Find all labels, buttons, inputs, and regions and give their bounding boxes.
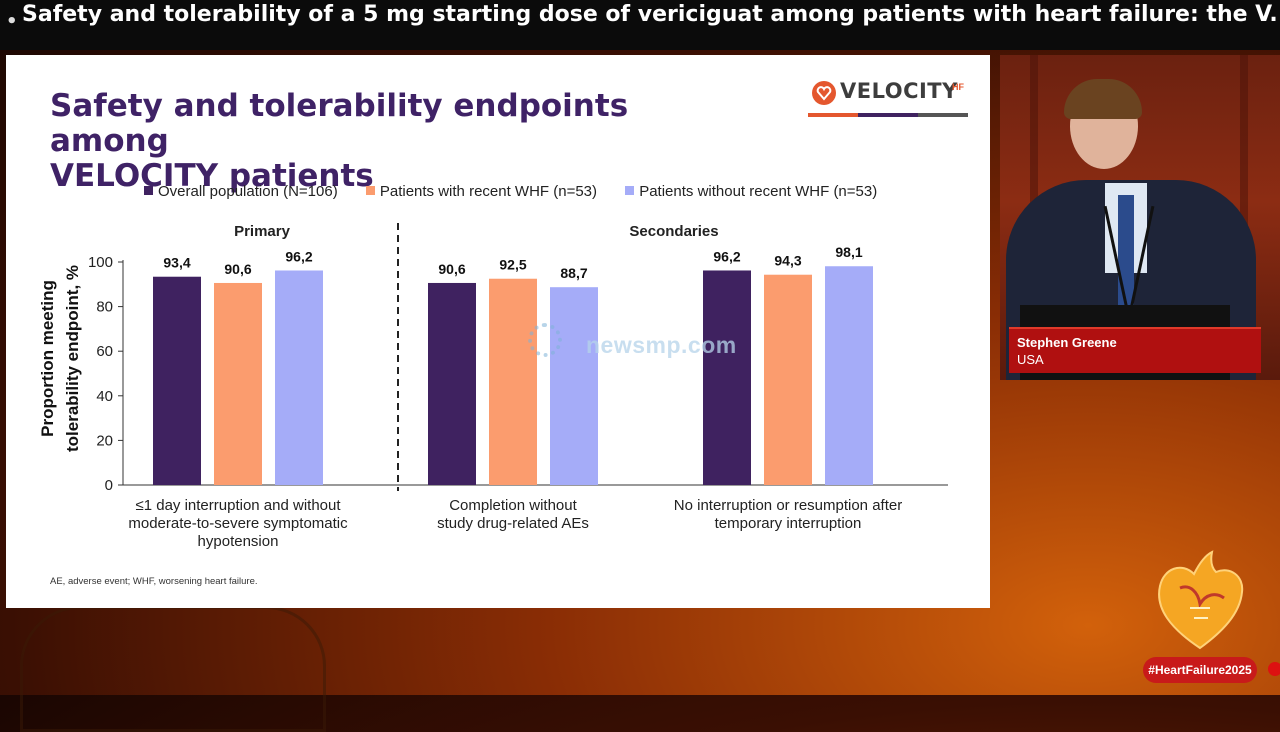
category-label: No interruption or resumption after bbox=[674, 497, 902, 514]
legend-item-without-whf: Patients without recent WHF (n=53) bbox=[625, 183, 877, 200]
watermark-text: newsmp.com bbox=[586, 332, 737, 358]
velocity-hf-logo: VELOCITY HF bbox=[808, 79, 968, 119]
bar-data-label: 92,5 bbox=[499, 257, 526, 273]
legend-label-recent-whf: Patients with recent WHF (n=53) bbox=[379, 183, 598, 200]
bar-data-label: 98,1 bbox=[835, 244, 862, 260]
logo-bar-grey bbox=[918, 113, 968, 117]
bar-data-label: 94,3 bbox=[774, 253, 801, 269]
bar-overall bbox=[703, 270, 751, 485]
nav-dot-icon[interactable] bbox=[1268, 662, 1280, 676]
speaker-hair bbox=[1064, 79, 1142, 119]
legend-label-without-whf: Patients without recent WHF (n=53) bbox=[639, 183, 878, 200]
slide-title-line-2: VELOCITY patients bbox=[50, 158, 374, 194]
bar-data-label: 88,7 bbox=[560, 265, 587, 281]
y-tick-label: 20 bbox=[96, 432, 113, 449]
velocity-heart-icon bbox=[812, 81, 836, 105]
logo-superscript: HF bbox=[952, 82, 964, 92]
y-tick-label: 60 bbox=[96, 343, 113, 360]
chart-legend: Overall population (N=106) Patients with… bbox=[144, 183, 901, 200]
watermark-logo-icon bbox=[528, 323, 562, 357]
y-axis-label-line-1: Proportion meeting bbox=[38, 280, 57, 437]
y-tick-label: 80 bbox=[96, 299, 113, 316]
category-label: moderate-to-severe symptomatic bbox=[128, 515, 348, 532]
legend-swatch-recent-whf bbox=[365, 186, 375, 195]
bar-without-whf bbox=[550, 287, 598, 485]
slide-title-line-1: Safety and tolerability endpoints among bbox=[50, 88, 629, 159]
bar-without-whf bbox=[275, 270, 323, 485]
bar-data-label: 90,6 bbox=[438, 261, 465, 277]
slide-title: Safety and tolerability endpoints among … bbox=[50, 89, 750, 194]
presentation-slide: Safety and tolerability endpoints among … bbox=[6, 55, 990, 608]
bar-without-whf bbox=[825, 266, 873, 485]
category-label: temporary interruption bbox=[715, 515, 862, 532]
background-heart-decoration bbox=[20, 606, 326, 732]
category-label: hypotension bbox=[198, 533, 279, 550]
bar-data-label: 96,2 bbox=[713, 248, 740, 264]
y-tick-label: 100 bbox=[88, 254, 113, 271]
legend-swatch-without-whf bbox=[625, 186, 635, 195]
bar-data-label: 90,6 bbox=[224, 261, 251, 277]
event-hashtag: #HeartFailure2025 bbox=[1143, 657, 1257, 683]
watermark: newsmp.com bbox=[528, 323, 748, 363]
y-tick-label: 40 bbox=[96, 388, 113, 405]
heart-failure-congress-logo-icon bbox=[1158, 550, 1244, 650]
bar-data-label: 96,2 bbox=[285, 248, 312, 264]
bar-recent-whf bbox=[489, 278, 537, 485]
bar-recent-whf bbox=[214, 282, 262, 485]
logo-text: VELOCITY bbox=[840, 79, 958, 103]
bar-data-label: 93,4 bbox=[163, 255, 190, 271]
bar-overall bbox=[153, 276, 201, 485]
category-label: ≤1 day interruption and without bbox=[135, 497, 341, 514]
section-label-primary: Primary bbox=[234, 223, 291, 240]
speaker-tie bbox=[1118, 195, 1134, 305]
speaker-country: USA bbox=[1017, 352, 1044, 367]
video-title: Safety and tolerability of a 5 mg starti… bbox=[22, 2, 1280, 27]
y-axis-label-line-2: tolerability endpoint, % bbox=[63, 265, 82, 452]
legend-item-recent-whf: Patients with recent WHF (n=53) bbox=[365, 183, 598, 200]
video-title-banner: • Safety and tolerability of a 5 mg star… bbox=[0, 0, 1280, 50]
bar-overall bbox=[428, 282, 476, 485]
section-label-secondaries: Secondaries bbox=[629, 223, 718, 240]
bar-recent-whf bbox=[764, 274, 812, 485]
logo-bar-orange bbox=[808, 113, 858, 117]
bullet-icon: • bbox=[6, 11, 18, 32]
slide-footnote: AE, adverse event; WHF, worsening heart … bbox=[50, 576, 258, 587]
logo-bar-purple bbox=[858, 113, 918, 117]
legend-item-overall: Overall population (N=106) bbox=[144, 183, 338, 200]
category-label: Completion without bbox=[449, 497, 577, 514]
speaker-name: Stephen Greene bbox=[1017, 335, 1117, 350]
bar-chart: 0 20 40 60 80 100 Proportion meeting tolerabili… bbox=[38, 223, 948, 550]
speaker-name-card: Stephen Greene USA bbox=[1009, 327, 1261, 373]
category-label: study drug-related AEs bbox=[437, 515, 589, 532]
legend-label-overall: Overall population (N=106) bbox=[158, 183, 338, 200]
legend-swatch-overall bbox=[144, 186, 153, 195]
y-tick-label: 0 bbox=[105, 477, 113, 494]
